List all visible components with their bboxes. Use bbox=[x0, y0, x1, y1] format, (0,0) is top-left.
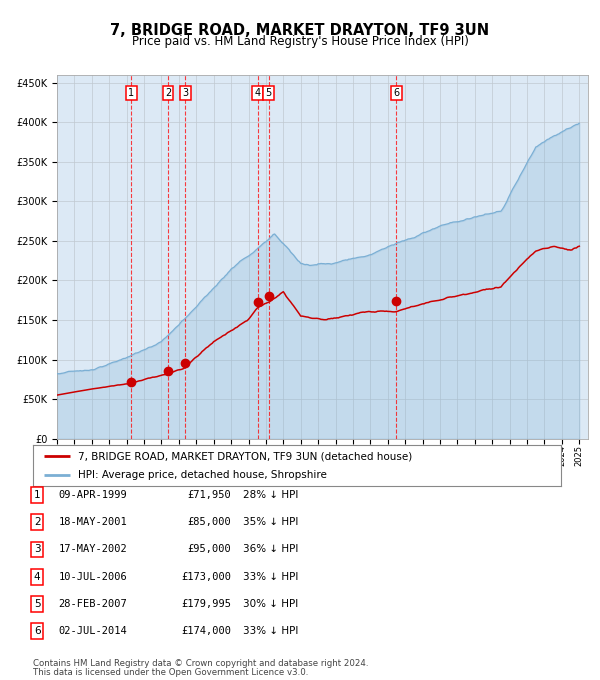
Text: £71,950: £71,950 bbox=[187, 490, 231, 500]
Text: 02-JUL-2014: 02-JUL-2014 bbox=[59, 626, 127, 636]
Text: 3: 3 bbox=[182, 88, 188, 98]
Text: £85,000: £85,000 bbox=[187, 517, 231, 527]
Text: 28-FEB-2007: 28-FEB-2007 bbox=[59, 599, 127, 609]
Text: 4: 4 bbox=[254, 88, 260, 98]
Text: 1: 1 bbox=[128, 88, 134, 98]
Text: 33% ↓ HPI: 33% ↓ HPI bbox=[243, 572, 298, 581]
Text: This data is licensed under the Open Government Licence v3.0.: This data is licensed under the Open Gov… bbox=[33, 668, 308, 677]
Text: 2: 2 bbox=[165, 88, 171, 98]
Text: 17-MAY-2002: 17-MAY-2002 bbox=[59, 545, 127, 554]
Text: 2: 2 bbox=[34, 517, 41, 527]
Text: £179,995: £179,995 bbox=[181, 599, 231, 609]
Text: 3: 3 bbox=[34, 545, 41, 554]
Text: 10-JUL-2006: 10-JUL-2006 bbox=[59, 572, 127, 581]
Text: £173,000: £173,000 bbox=[181, 572, 231, 581]
Text: 35% ↓ HPI: 35% ↓ HPI bbox=[243, 517, 298, 527]
Text: 36% ↓ HPI: 36% ↓ HPI bbox=[243, 545, 298, 554]
Text: 1: 1 bbox=[34, 490, 41, 500]
Text: 28% ↓ HPI: 28% ↓ HPI bbox=[243, 490, 298, 500]
Text: £95,000: £95,000 bbox=[187, 545, 231, 554]
Text: 7, BRIDGE ROAD, MARKET DRAYTON, TF9 3UN (detached house): 7, BRIDGE ROAD, MARKET DRAYTON, TF9 3UN … bbox=[78, 452, 412, 462]
Text: 6: 6 bbox=[394, 88, 400, 98]
Text: 30% ↓ HPI: 30% ↓ HPI bbox=[243, 599, 298, 609]
Text: 18-MAY-2001: 18-MAY-2001 bbox=[59, 517, 127, 527]
Text: HPI: Average price, detached house, Shropshire: HPI: Average price, detached house, Shro… bbox=[78, 470, 327, 480]
Text: 4: 4 bbox=[34, 572, 41, 581]
Text: 09-APR-1999: 09-APR-1999 bbox=[59, 490, 127, 500]
Text: £174,000: £174,000 bbox=[181, 626, 231, 636]
Text: 7, BRIDGE ROAD, MARKET DRAYTON, TF9 3UN: 7, BRIDGE ROAD, MARKET DRAYTON, TF9 3UN bbox=[110, 23, 490, 38]
Text: 6: 6 bbox=[34, 626, 41, 636]
Text: 5: 5 bbox=[34, 599, 41, 609]
Text: 33% ↓ HPI: 33% ↓ HPI bbox=[243, 626, 298, 636]
Text: Contains HM Land Registry data © Crown copyright and database right 2024.: Contains HM Land Registry data © Crown c… bbox=[33, 660, 368, 668]
Text: 5: 5 bbox=[266, 88, 272, 98]
Text: Price paid vs. HM Land Registry's House Price Index (HPI): Price paid vs. HM Land Registry's House … bbox=[131, 35, 469, 48]
